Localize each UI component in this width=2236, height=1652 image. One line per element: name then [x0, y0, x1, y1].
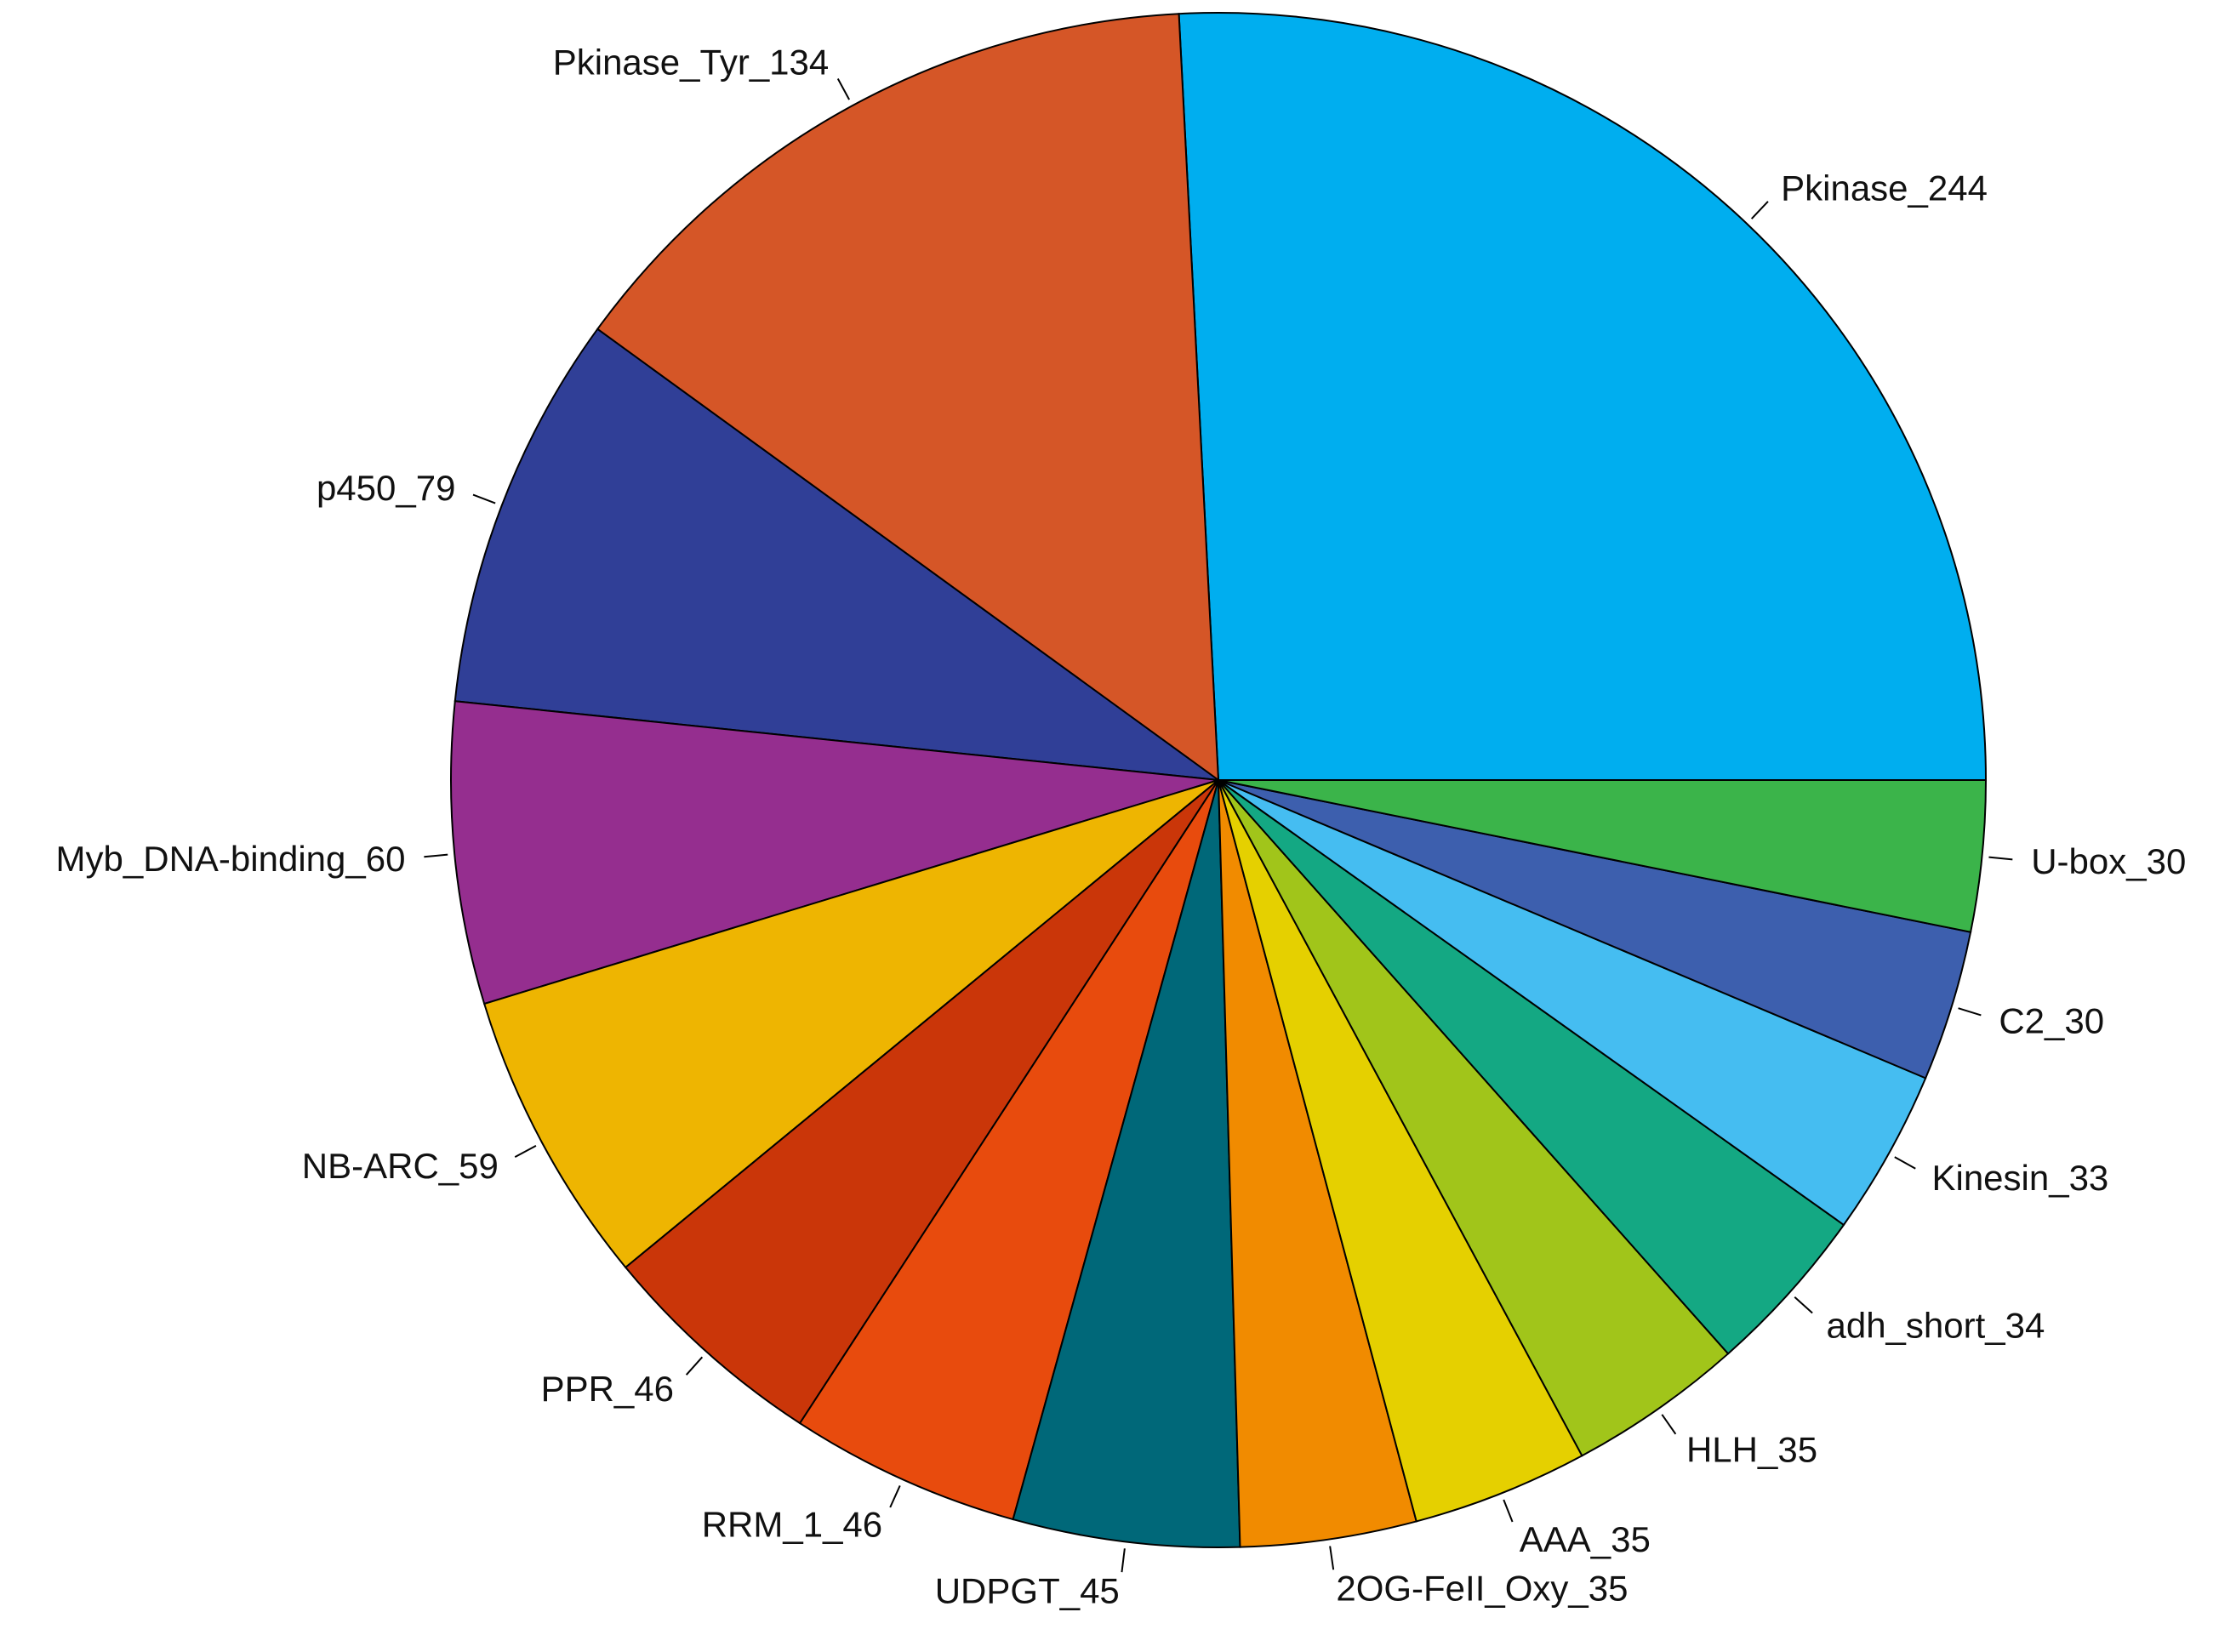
pie-slice-2og-feii-oxy-35 — [1218, 779, 1417, 1548]
pie-slice-nb-arc-59 — [482, 779, 1219, 1269]
label-tick-aaa-35 — [1503, 1499, 1514, 1523]
slice-label-pkinase-tyr-134: Pkinase_Tyr_134 — [553, 43, 830, 83]
pie-slice-myb-dna-binding-60 — [450, 700, 1219, 1005]
label-ticks — [424, 78, 2013, 1573]
pie-slice-p450-79 — [453, 328, 1222, 782]
pie-slice-adh-short-34 — [1218, 779, 1845, 1355]
label-tick-adh-short-34 — [1794, 1296, 1813, 1314]
label-tick-udpgt-45 — [1121, 1548, 1126, 1573]
slice-label-aaa-35: AAA_35 — [1520, 1519, 1651, 1559]
label-tick-hlh-35 — [1661, 1414, 1677, 1435]
label-tick-ppr-46 — [685, 1356, 704, 1376]
pie-slices — [450, 12, 1988, 1548]
label-tick-2og-feii-oxy-35 — [1329, 1546, 1335, 1570]
label-tick-pkinase-tyr-134 — [836, 78, 850, 100]
slice-label-ppr-46: PPR_46 — [541, 1369, 674, 1409]
label-tick-pkinase-244 — [1750, 201, 1769, 219]
label-tick-myb-dna-binding-60 — [424, 853, 448, 858]
slice-label-myb-dna-binding-60: Myb_DNA-binding_60 — [56, 839, 406, 879]
label-tick-u-box-30 — [1988, 856, 2013, 861]
pie-slice-pkinase-244 — [1178, 12, 1988, 781]
label-tick-nb-arc-59 — [514, 1145, 537, 1159]
slice-label-hlh-35: HLH_35 — [1686, 1429, 1817, 1469]
pie-slice-u-box-30 — [1218, 779, 1988, 933]
pie-slice-rrm-1-46 — [798, 779, 1219, 1521]
pie-slice-aaa-35 — [1218, 779, 1583, 1523]
slice-label-c2-30: C2_30 — [1999, 1000, 2104, 1040]
pie-slice-hlh-35 — [1218, 779, 1730, 1457]
slice-label-nb-arc-59: NB-ARC_59 — [302, 1146, 499, 1186]
label-tick-rrm-1-46 — [889, 1485, 901, 1508]
slice-label-kinesin-33: Kinesin_33 — [1931, 1158, 2108, 1198]
slice-label-adh-short-34: adh_short_34 — [1826, 1306, 2045, 1346]
slice-label-u-box-30: U-box_30 — [2031, 841, 2186, 881]
label-tick-c2-30 — [1958, 1007, 1982, 1017]
pie-slice-ppr-46 — [624, 779, 1219, 1425]
slice-label-rrm-1-46: RRM_1_46 — [702, 1505, 882, 1545]
slice-label-2og-feii-oxy-35: 2OG-FeII_Oxy_35 — [1336, 1568, 1628, 1608]
slice-labels: Pkinase_244 Pkinase_Tyr_134 p450_79 Myb_DNA… — [56, 43, 2187, 1611]
label-tick-p450-79 — [472, 493, 496, 504]
slice-label-udpgt-45: UDPGT_45 — [935, 1570, 1120, 1610]
pie-slice-pkinase-tyr-134 — [596, 13, 1220, 783]
label-tick-kinesin-33 — [1894, 1156, 1916, 1170]
slice-label-p450-79: p450_79 — [317, 468, 456, 508]
pie-slice-udpgt-45 — [1012, 779, 1241, 1548]
slice-label-pkinase-244: Pkinase_244 — [1781, 168, 1988, 208]
